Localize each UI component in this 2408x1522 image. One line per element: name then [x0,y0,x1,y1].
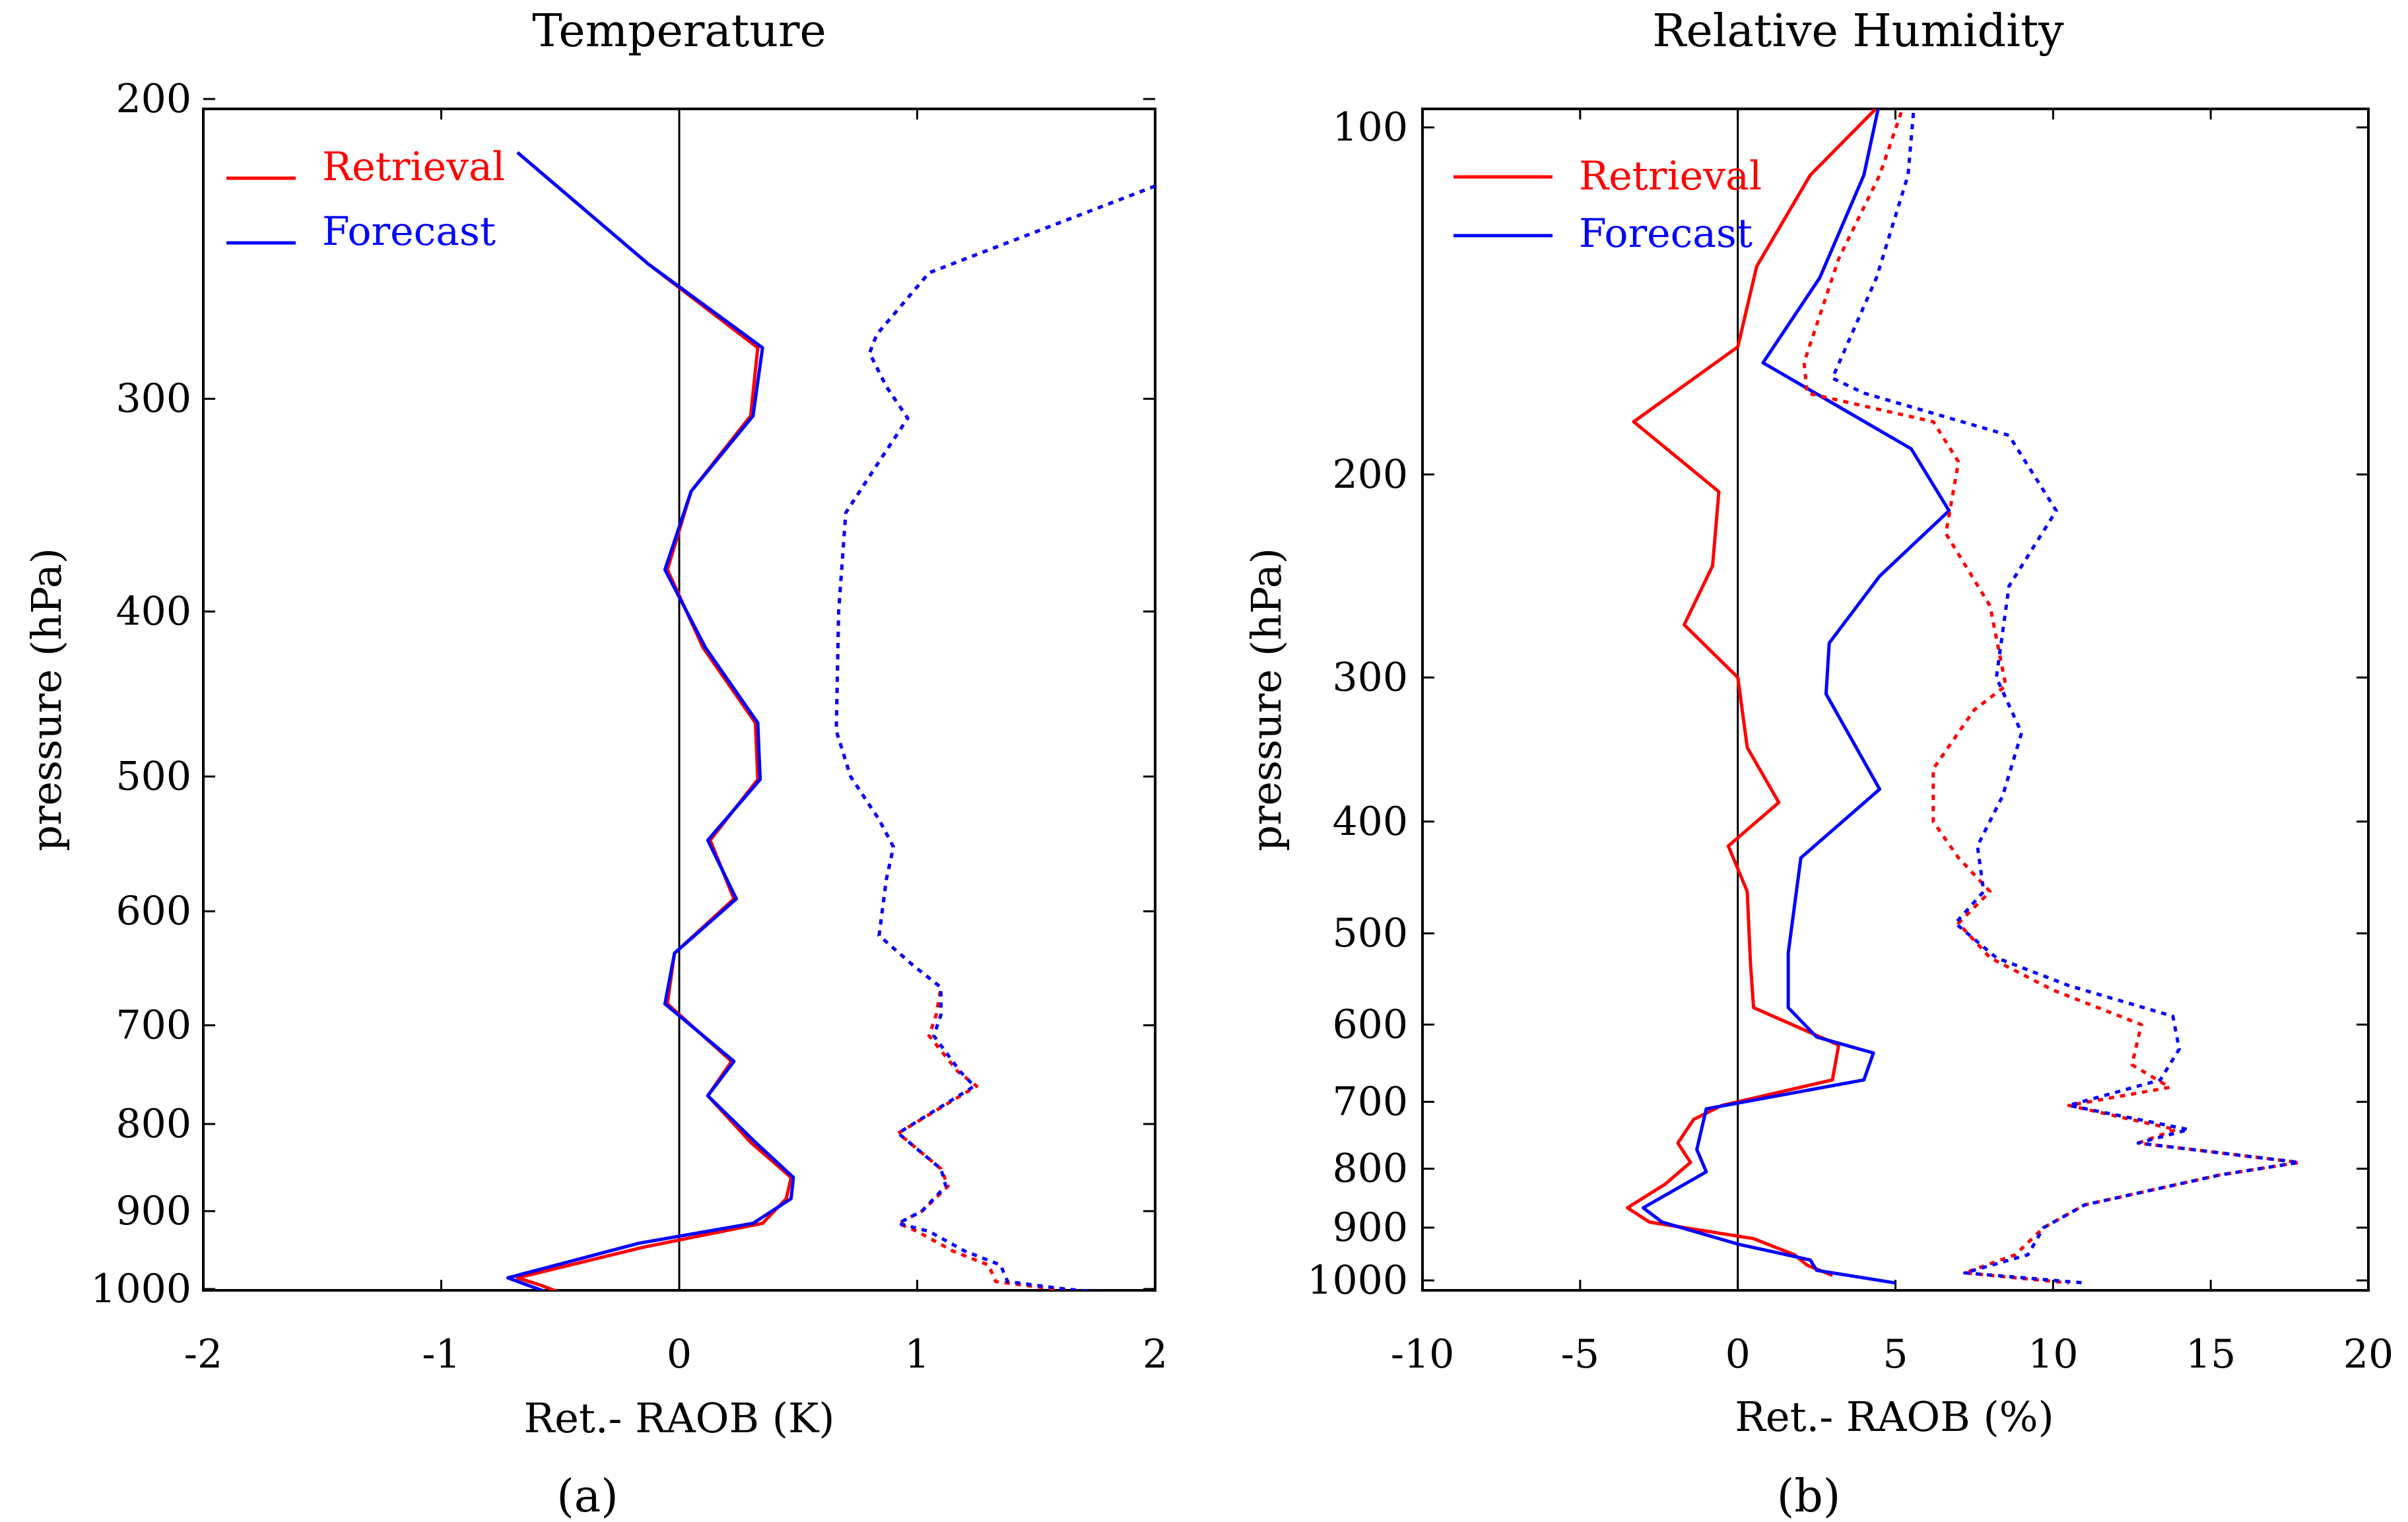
humidity-plot-frame [1421,108,2370,1292]
humidity-forecast-std-dev-line [1830,109,2301,1285]
humidity-y-tick-label: 1000 [1307,1257,1408,1304]
humidity-forecast-bias-line [1641,109,1951,1285]
humidity-y-axis-label: pressure (hPa) [1242,548,1290,851]
temperature-y-tick-label: 700 [116,1002,191,1048]
humidity-retrieval-bias-line [1626,109,1879,1277]
temperature-y-tick-label: 200 [116,76,191,122]
temperature-x-tick-label: -2 [184,1331,222,1377]
temperature-y-tick-label: 500 [116,753,191,799]
temperature-y-tick-label: 1000 [90,1266,191,1312]
temperature-legend: Retrieval Forecast [226,144,505,255]
humidity-y-tick-label: 200 [1332,451,1408,498]
panel-label-b: (b) [1777,1471,1841,1522]
humidity-y-tick-label: 700 [1332,1078,1408,1125]
temperature-y-tick-label: 600 [116,888,191,935]
legend-forecast-label: Forecast [322,209,496,255]
humidity-x-ticks: -10 -5 0 5 10 15 20 [1391,109,2393,1377]
temperature-retrieval-std-dev-line [834,184,1155,1290]
humidity-y-tick-label: 600 [1332,1001,1408,1047]
humidity-y-tick-label: 500 [1332,910,1408,956]
temperature-y-tick-label: 800 [116,1101,191,1147]
temperature-y-tick-label: 400 [116,589,191,635]
temperature-retrieval-bias-line [516,151,793,1290]
temperature-y-tick-label: 300 [116,376,191,422]
temperature-y-ticks: 200 300 400 500 600 700 800 900 1000 [90,76,1155,1312]
humidity-x-tick-label: 5 [1883,1331,1908,1377]
temperature-panel: Temperature -2 -1 0 1 2 200 300 400 500 600 700 80… [22,5,1168,1522]
humidity-x-tick-label: -10 [1391,1331,1455,1377]
temperature-series [506,151,1155,1290]
humidity-x-axis-label: Ret.- RAOB (%) [1735,1393,2054,1441]
temperature-y-tick-label: 900 [116,1188,191,1234]
humidity-x-tick-label: 15 [2186,1331,2236,1377]
humidity-y-tick-label: 800 [1332,1146,1408,1192]
humidity-y-tick-label: 400 [1332,799,1408,845]
temperature-forecast-bias-line [506,151,795,1290]
humidity-x-tick-label: 0 [1725,1331,1751,1377]
humidity-panel: Relative Humidity -10 -5 0 5 10 15 20 100 200 30… [1242,5,2393,1522]
temperature-x-tick-label: 0 [667,1331,692,1377]
humidity-y-tick-label: 900 [1332,1205,1408,1251]
humidity-x-tick-label: -5 [1561,1331,1599,1377]
humidity-series [1626,109,2301,1285]
legend-retrieval-label: Retrieval [322,144,505,190]
temperature-x-tick-label: 2 [1143,1331,1168,1377]
humidity-y-tick-label: 300 [1332,655,1408,701]
humidity-chart-title: Relative Humidity [1652,5,2064,57]
temperature-x-axis-label: Ret.- RAOB (K) [524,1394,835,1442]
legend-forecast-label: Forecast [1579,211,1753,257]
humidity-retrieval-std-dev-line [1802,109,2301,1285]
temperature-x-ticks: -2 -1 0 1 2 [184,109,1168,1377]
temperature-x-tick-label: 1 [904,1331,929,1377]
panel-label-a: (a) [556,1471,619,1522]
legend-retrieval-label: Retrieval [1579,153,1762,199]
temperature-forecast-std-dev-line [834,184,1155,1290]
temperature-chart-title: Temperature [532,5,826,57]
humidity-x-tick-label: 20 [2343,1331,2393,1377]
temperature-y-axis-label: pressure (hPa) [22,548,71,851]
humidity-legend: Retrieval Forecast [1454,153,1762,257]
humidity-y-ticks: 100 200 300 400 500 600 700 800 900 1000 [1307,104,2368,1304]
temperature-x-tick-label: -1 [422,1331,460,1377]
humidity-x-tick-label: 10 [2028,1331,2078,1377]
humidity-y-tick-label: 100 [1332,104,1408,150]
